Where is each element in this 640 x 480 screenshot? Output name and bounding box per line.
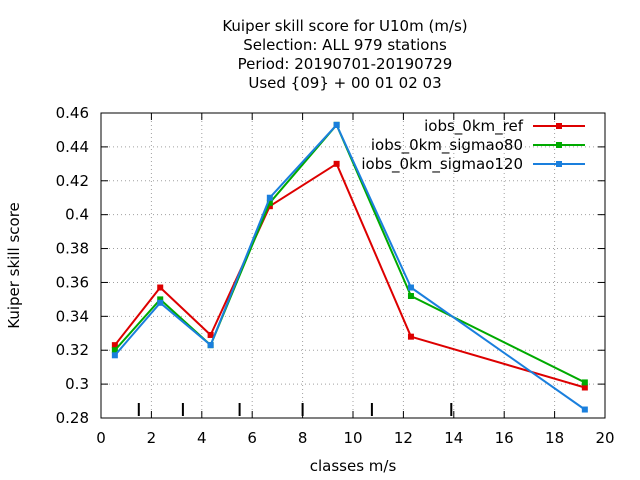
x-tick-label: 4 [197,429,207,447]
y-tick-label: 0.4 [65,206,89,224]
data-point [157,296,164,303]
data-point [581,384,588,391]
data-point [157,284,164,291]
data-point [111,347,118,354]
data-point [111,352,118,359]
grid [101,113,605,418]
y-tick-label: 0.36 [56,273,89,291]
data-point [407,284,414,291]
legend-swatch-marker [556,142,562,148]
x-tick-label: 6 [247,429,257,447]
legend-swatch-marker [556,161,562,167]
y-tick-label: 0.32 [56,341,89,359]
series-line-0 [114,162,586,389]
x-tick-label: 2 [147,429,157,447]
y-tick-label: 0.3 [65,375,89,393]
x-tick-label: 20 [595,429,614,447]
y-tick-label: 0.34 [56,307,89,325]
data-point [581,406,588,413]
data-point [581,379,588,386]
x-tick-label: 8 [298,429,308,447]
data-point [111,342,118,349]
y-tick-label: 0.44 [56,138,89,156]
y-tick-label: 0.42 [56,172,89,190]
x-tick-label: 0 [96,429,106,447]
data-point [207,342,214,349]
legend-label: iobs_0km_sigmao120 [361,155,523,174]
data-point [266,199,273,206]
y-axis-label: Kuiper skill score [5,202,23,329]
x-tick-label: 12 [394,429,413,447]
x-tick-label: 14 [444,429,463,447]
data-point [266,194,273,201]
legend-label: iobs_0km_ref [424,117,524,136]
chart-title-line: Used {09} + 00 01 02 03 [248,74,441,92]
legend-label: iobs_0km_sigmao80 [371,136,523,155]
data-point [157,299,164,306]
chart-title: Kuiper skill score for U10m (m/s)Selecti… [222,17,467,92]
x-tick-label: 18 [545,429,564,447]
data-point [266,203,273,210]
y-axis-ticks: 0.28 0.3 0.32 0.34 0.36 0.38 0.4 0.42 0.44 0.46 [56,104,605,427]
y-tick-label: 0.46 [56,104,89,122]
chart-title-line: Kuiper skill score for U10m (m/s) [222,17,467,35]
y-tick-label: 0.38 [56,240,89,258]
class-boundaries [137,403,453,416]
x-tick-label: 16 [495,429,514,447]
x-axis-label: classes m/s [310,457,397,475]
data-point [333,160,340,167]
series [111,121,588,413]
data-point [207,331,214,338]
x-axis-ticks: 0 2 4 6 8 10 12 14 16 18 20 [96,113,615,447]
data-point [407,293,414,299]
data-point [333,121,340,128]
data-point [407,333,414,340]
legend: iobs_0km_refiobs_0km_sigmao80iobs_0km_si… [361,117,585,174]
legend-swatch-marker [556,123,562,129]
x-tick-label: 10 [343,429,362,447]
chart-title-line: Period: 20190701-20190729 [238,55,453,73]
y-tick-label: 0.28 [56,409,89,427]
chart-title-line: Selection: ALL 979 stations [243,36,447,54]
